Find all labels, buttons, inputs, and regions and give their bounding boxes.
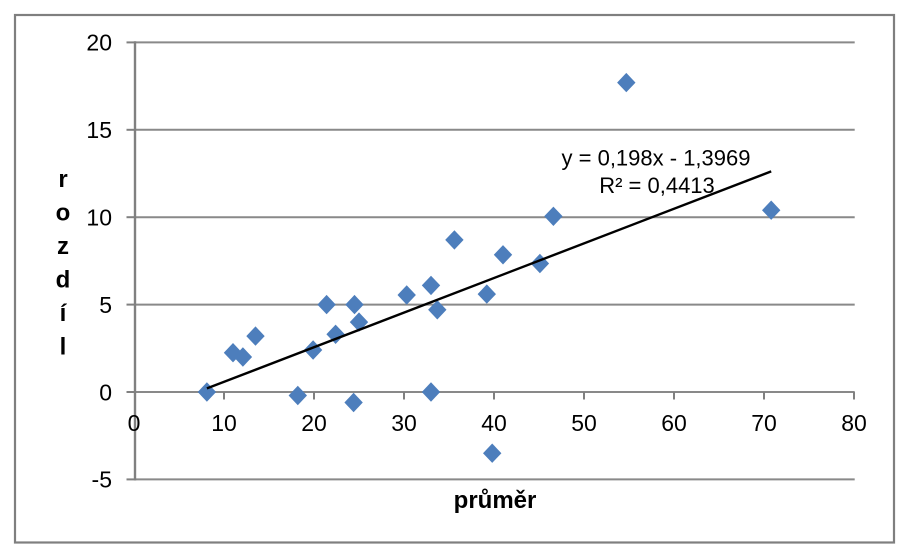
svg-text:l: l: [60, 334, 67, 361]
svg-text:20: 20: [301, 410, 327, 436]
svg-text:20: 20: [86, 30, 112, 56]
svg-text:60: 60: [661, 410, 687, 436]
svg-text:0: 0: [99, 379, 112, 405]
svg-text:70: 70: [751, 410, 777, 436]
svg-text:d: d: [56, 267, 71, 294]
svg-text:y = 0,198x - 1,3969: y = 0,198x - 1,3969: [562, 146, 751, 171]
svg-text:z: z: [57, 233, 69, 260]
svg-text:10: 10: [211, 410, 237, 436]
svg-text:30: 30: [391, 410, 417, 436]
svg-text:o: o: [56, 200, 71, 227]
svg-text:10: 10: [86, 205, 112, 231]
svg-text:40: 40: [481, 410, 507, 436]
svg-text:R² = 0,4413: R² = 0,4413: [599, 173, 715, 198]
svg-text:průměr: průměr: [454, 487, 537, 514]
svg-text:5: 5: [99, 292, 112, 318]
svg-text:0: 0: [128, 410, 141, 436]
svg-text:r: r: [58, 166, 67, 193]
svg-text:í: í: [60, 300, 68, 327]
svg-text:80: 80: [841, 410, 867, 436]
svg-text:15: 15: [86, 117, 112, 143]
svg-text:-5: -5: [92, 467, 112, 493]
svg-text:50: 50: [571, 410, 597, 436]
